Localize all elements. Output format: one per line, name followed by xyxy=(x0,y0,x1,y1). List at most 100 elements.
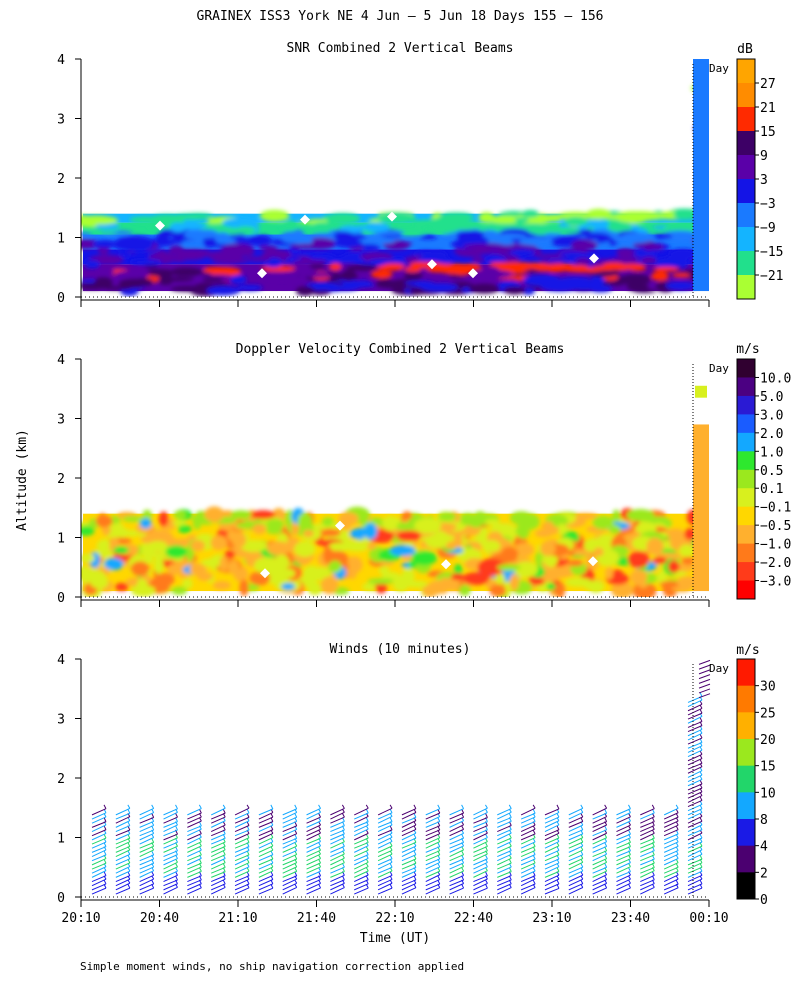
snr-red-band xyxy=(404,267,421,273)
wind-barb-shaft xyxy=(377,853,393,862)
wind-barb-shaft xyxy=(687,707,703,716)
wind-barb-flag xyxy=(437,875,441,880)
wind-barb-shaft xyxy=(401,817,417,824)
wind-barb-shaft xyxy=(497,841,512,849)
wind-barb-shaft xyxy=(330,829,345,837)
y-tick-label: 1 xyxy=(57,532,65,547)
wind-barb-shaft xyxy=(354,828,369,837)
snr-blob xyxy=(616,248,635,257)
wind-barb-flag xyxy=(532,808,536,814)
wind-barb-shaft xyxy=(115,820,131,828)
wind-barb-shaft xyxy=(473,845,488,853)
colorbar-label: −21 xyxy=(760,269,783,284)
wind-barb-shaft xyxy=(354,857,369,866)
colorbar-swatch xyxy=(737,59,755,84)
wind-barb-shaft xyxy=(282,808,297,816)
wind-barb-shaft xyxy=(473,811,488,820)
wind-barb-flag xyxy=(508,842,512,847)
wind-barb-shaft xyxy=(306,858,321,866)
winds-axes: 0 1 2 3 4 xyxy=(57,653,710,907)
wind-barb-flag xyxy=(413,813,417,818)
snr-blob xyxy=(295,286,315,296)
wind-barb-shaft xyxy=(640,854,655,862)
doppler-blob xyxy=(323,546,333,564)
snr-blob xyxy=(519,237,554,246)
wind-barb-shaft xyxy=(592,837,607,845)
wind-barb-shaft xyxy=(377,829,393,837)
wind-barb-shaft xyxy=(115,875,131,882)
wind-barb-shaft xyxy=(592,845,607,853)
doppler-blob xyxy=(136,578,148,594)
wind-profile xyxy=(163,804,178,895)
wind-barb-shaft xyxy=(425,870,440,878)
wind-barb-shaft xyxy=(640,883,655,891)
wind-barb-shaft xyxy=(115,807,131,816)
wind-barb-flag xyxy=(628,883,631,889)
wind-barb-shaft xyxy=(91,854,107,862)
wind-barb-shaft xyxy=(139,866,154,874)
snr-blob xyxy=(333,239,363,248)
wind-barb-shaft xyxy=(449,824,464,833)
doppler-colorbar: 10.0 5.0 3.0 2.0 1.0 0.5 0.1 −0.1 −0.5 −1.0 −2.0 −3… xyxy=(736,358,791,600)
wind-barb-shaft xyxy=(401,812,417,820)
wind-barb-shaft xyxy=(91,846,107,853)
wind-profile xyxy=(640,804,655,895)
snr-field xyxy=(81,59,709,297)
doppler-blob xyxy=(327,542,353,552)
wind-barb-shaft xyxy=(663,829,679,837)
wind-barb-shaft xyxy=(616,862,631,870)
doppler-blob xyxy=(679,544,694,558)
wind-barb-flag xyxy=(127,850,131,855)
wind-barb-shaft xyxy=(544,854,560,862)
wind-barb-flag xyxy=(556,842,560,847)
wind-barb-flag xyxy=(604,817,608,822)
wind-barb-shaft xyxy=(234,807,250,816)
doppler-blob xyxy=(302,529,314,538)
colorbar-swatch xyxy=(737,525,755,545)
doppler-blob xyxy=(339,512,354,523)
wind-barb-flag xyxy=(675,808,679,814)
wind-barb-shaft xyxy=(520,824,536,833)
doppler-field xyxy=(81,385,709,597)
wind-barb-shaft xyxy=(568,849,584,857)
doppler-blob xyxy=(153,557,164,575)
wind-barb-flag xyxy=(127,808,131,814)
doppler-blob xyxy=(626,508,655,522)
wind-barb-flag xyxy=(127,883,131,889)
wind-barb-shaft xyxy=(449,862,464,870)
wind-barb-shaft xyxy=(663,887,679,895)
snr-blob xyxy=(333,231,354,242)
wind-barb-shaft xyxy=(698,693,711,699)
doppler-blob xyxy=(252,523,267,535)
wind-barb-shaft xyxy=(139,824,154,833)
wind-barb-shaft xyxy=(282,882,297,891)
wind-barb-shaft xyxy=(568,824,584,833)
wind-barb-shaft xyxy=(163,883,178,891)
wind-profile xyxy=(115,804,131,895)
wind-barb-flag xyxy=(699,879,703,885)
wind-barb-shaft xyxy=(497,875,512,882)
wind-barb-flag xyxy=(651,833,655,839)
wind-barb-shaft xyxy=(211,875,226,882)
wind-barb-shaft xyxy=(687,770,703,778)
wind-barb-shaft xyxy=(163,874,178,882)
snr-blob xyxy=(171,248,211,256)
wind-barb-flag xyxy=(318,854,321,859)
colorbar-swatch xyxy=(737,432,755,452)
doppler-blob xyxy=(173,519,187,527)
snr-blob xyxy=(170,267,204,277)
wind-barb-flag xyxy=(103,804,107,809)
wind-barb-shaft xyxy=(425,816,440,824)
snr-blob xyxy=(620,273,651,286)
doppler-blob xyxy=(231,531,247,548)
wind-barb-shaft xyxy=(234,812,250,820)
doppler-blob xyxy=(96,539,113,554)
colorbar-label: 8 xyxy=(760,813,768,828)
doppler-blob xyxy=(148,541,167,548)
snr-blob xyxy=(171,213,210,220)
wind-barb-shaft xyxy=(163,879,178,887)
wind-barb-shaft xyxy=(234,816,250,824)
wind-barb-shaft xyxy=(449,828,464,837)
doppler-blob xyxy=(396,530,422,542)
